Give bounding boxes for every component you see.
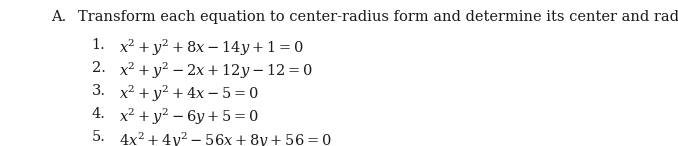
Text: $x^2 + y^2 - 6y + 5 = 0$: $x^2 + y^2 - 6y + 5 = 0$ xyxy=(119,107,259,127)
Text: 2.: 2. xyxy=(92,61,105,75)
Text: $x^2 + y^2 + 8x - 14y + 1 = 0$: $x^2 + y^2 + 8x - 14y + 1 = 0$ xyxy=(119,38,304,58)
Text: 5.: 5. xyxy=(92,130,105,144)
Text: $4x^2 + 4y^2 - 56x + 8y + 56 = 0$: $4x^2 + 4y^2 - 56x + 8y + 56 = 0$ xyxy=(119,130,332,146)
Text: A.: A. xyxy=(51,10,66,24)
Text: 4.: 4. xyxy=(92,107,105,121)
Text: 3.: 3. xyxy=(92,84,106,98)
Text: 1.: 1. xyxy=(92,38,105,52)
Text: Transform each equation to center-radius form and determine its center and radiu: Transform each equation to center-radius… xyxy=(78,10,678,24)
Text: $x^2 + y^2 - 2x + 12y - 12 = 0$: $x^2 + y^2 - 2x + 12y - 12 = 0$ xyxy=(119,61,313,81)
Text: $x^2 + y^2 + 4x - 5 = 0$: $x^2 + y^2 + 4x - 5 = 0$ xyxy=(119,84,259,104)
